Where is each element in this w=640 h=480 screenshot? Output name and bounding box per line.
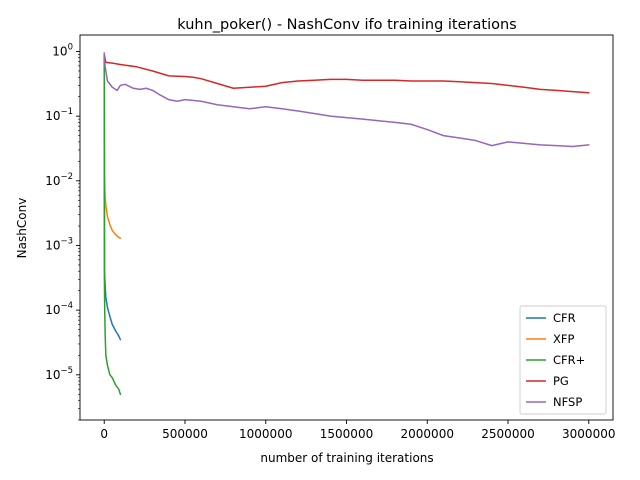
y-tick-exponent: −2: [60, 172, 73, 182]
series-line-cfr-: [103, 53, 122, 396]
x-axis-label: number of training iterations: [260, 451, 433, 465]
x-tick-label: 1000000: [239, 427, 292, 441]
y-tick-base: 10: [45, 238, 60, 252]
y-tick-base: 10: [52, 45, 67, 59]
y-tick-exponent: −5: [60, 366, 73, 376]
y-axis-label: NashConv: [15, 198, 29, 259]
legend-frame: [519, 305, 607, 415]
y-tick-label: 10−4: [45, 301, 73, 317]
chart-title: kuhn_poker() - NashConv ifo training ite…: [177, 17, 516, 33]
y-tick-base: 10: [45, 174, 60, 188]
y-tick-base: 10: [45, 368, 60, 382]
legend-label: NFSP: [553, 395, 582, 409]
y-tick-base: 10: [45, 109, 60, 123]
x-tick-label: 500000: [162, 427, 208, 441]
x-tick-label: 3000000: [562, 427, 615, 441]
x-tick-label: 1500000: [320, 427, 373, 441]
y-tick-exponent: 0: [68, 43, 73, 53]
y-tick-exponent: −4: [60, 301, 73, 311]
x-tick-label: 0: [100, 427, 108, 441]
x-tick-label: 2500000: [481, 427, 534, 441]
y-tick-label: 10−5: [45, 366, 73, 382]
series-line-pg: [103, 53, 590, 94]
legend: CFR XFP CFR+ PG NFSP: [519, 305, 607, 415]
y-tick-base: 10: [45, 303, 60, 317]
y-tick-label: 10−2: [45, 172, 73, 188]
y-tick-exponent: −1: [60, 107, 73, 117]
series-line-nfsp: [103, 52, 590, 148]
y-tick-label: 100: [52, 43, 73, 59]
legend-label: CFR: [553, 311, 576, 325]
legend-label: CFR+: [553, 353, 585, 367]
x-tick-label: 2000000: [401, 427, 454, 441]
x-axis-ticks: 0 500000 1000000 1500000 2000000 2500000 30000…: [100, 420, 615, 441]
y-tick-label: 10−3: [45, 236, 73, 252]
legend-label: XFP: [553, 332, 574, 346]
y-tick-exponent: −3: [60, 236, 73, 246]
series-layer: [103, 52, 590, 396]
y-tick-label: 10−1: [45, 107, 73, 123]
legend-label: PG: [553, 374, 569, 388]
